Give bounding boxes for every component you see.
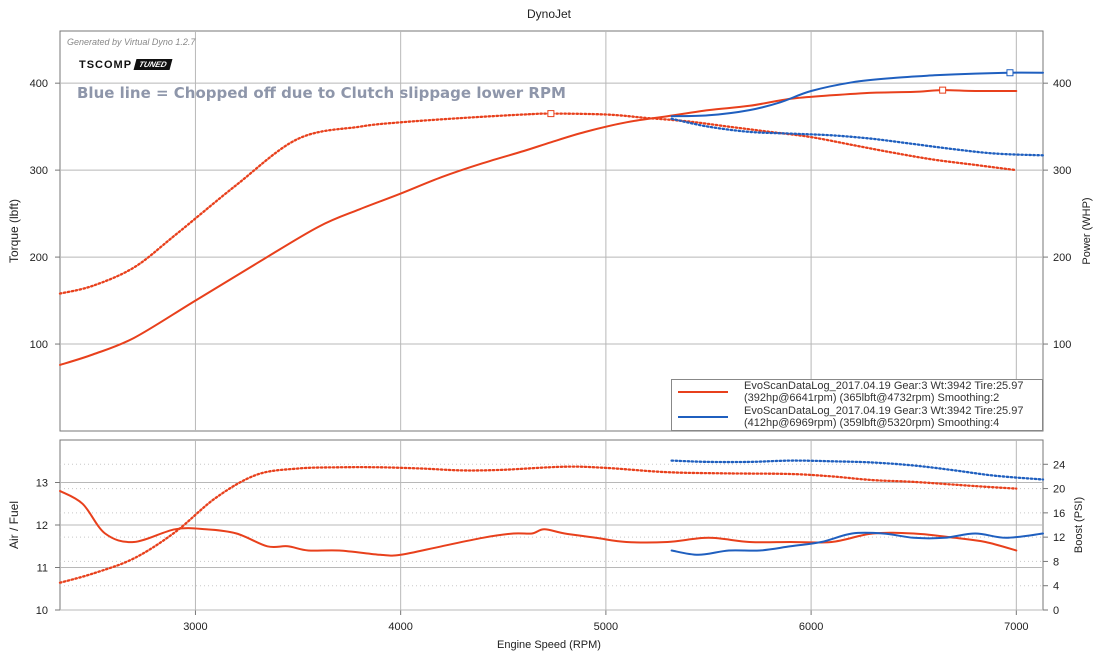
y-tick-label: 10 [36, 605, 48, 617]
y2-tick-label: 100 [1053, 339, 1071, 351]
y2-tick-label: 12 [1053, 532, 1065, 544]
series-line-power-3 [670, 117, 1045, 157]
legend-line2: (412hp@6969rpm) (359lbft@5320rpm) Smooth… [744, 417, 1000, 429]
peak-marker [939, 86, 947, 94]
series-line-torque-0 [59, 89, 1018, 366]
x-tick-label: 5000 [594, 621, 618, 633]
y2-tick-label: 300 [1053, 165, 1071, 177]
legend-line1: EvoScanDataLog_2017.04.19 Gear:3 Wt:3942… [744, 405, 1024, 417]
series-line-power-1 [58, 112, 1018, 295]
y2-tick-label: 400 [1053, 78, 1071, 90]
logo-text: TSCOMP [79, 58, 133, 71]
y2-tick-label: 200 [1053, 252, 1071, 264]
legend-swatch-blue [678, 416, 728, 418]
tscomp-logo: TSCOMP TUNED [79, 58, 173, 71]
legend-entry-red: EvoScanDataLog_2017.04.19 Gear:3 Wt:3942… [672, 380, 1042, 404]
y-tick-label: 11 [37, 563, 48, 575]
y2-tick-label: 20 [1053, 484, 1065, 496]
y-tick-label: 12 [36, 520, 48, 532]
series-line-afr-0 [59, 490, 1018, 557]
legend-entry-blue: EvoScanDataLog_2017.04.19 Gear:3 Wt:3942… [672, 405, 1042, 429]
x-tick-label: 3000 [183, 621, 207, 633]
y-tick-label: 200 [30, 252, 48, 264]
logo-badge: TUNED [133, 59, 173, 70]
y-tick-label: 13 [36, 478, 48, 490]
peak-marker [547, 110, 555, 118]
y-axis-label: Torque (lbft) [7, 199, 21, 263]
legend-line1: EvoScanDataLog_2017.04.19 Gear:3 Wt:3942… [744, 380, 1024, 392]
generated-by-label: Generated by Virtual Dyno 1.2.7 [67, 37, 196, 47]
boost-axis-label: Boost (PSI) [1073, 497, 1085, 553]
y-tick-label: 300 [30, 165, 48, 177]
series-line-boost-3 [670, 459, 1045, 481]
afr-axis-label: Air / Fuel [7, 501, 21, 549]
y2-tick-label: 4 [1053, 581, 1059, 593]
y-tick-label: 100 [30, 339, 48, 351]
y2-tick-label: 8 [1053, 556, 1059, 568]
x-axis-label: Engine Speed (RPM) [497, 639, 601, 651]
legend-line2: (392hp@6641rpm) (365lbft@4732rpm) Smooth… [744, 392, 1000, 404]
peak-marker [1006, 69, 1014, 77]
chart-title: DynoJet [527, 7, 572, 21]
series-line-boost-1 [58, 465, 1018, 584]
x-tick-label: 6000 [799, 621, 823, 633]
x-tick-label: 7000 [1004, 621, 1028, 633]
series-line-afr-2 [670, 531, 1044, 556]
y2-tick-label: 0 [1053, 605, 1059, 617]
legend-swatch-red [678, 391, 728, 393]
annotation-note: Blue line = Chopped off due to Clutch sl… [77, 84, 566, 102]
y2-tick-label: 24 [1053, 459, 1065, 471]
y-tick-label: 400 [30, 78, 48, 90]
chart-legend: EvoScanDataLog_2017.04.19 Gear:3 Wt:3942… [671, 379, 1043, 431]
series-line-torque-2 [670, 71, 1044, 118]
torque-panel-frame [59, 30, 1044, 432]
y2-axis-label: Power (WHP) [1081, 197, 1093, 264]
y2-tick-label: 16 [1053, 508, 1065, 520]
x-tick-label: 4000 [388, 621, 412, 633]
